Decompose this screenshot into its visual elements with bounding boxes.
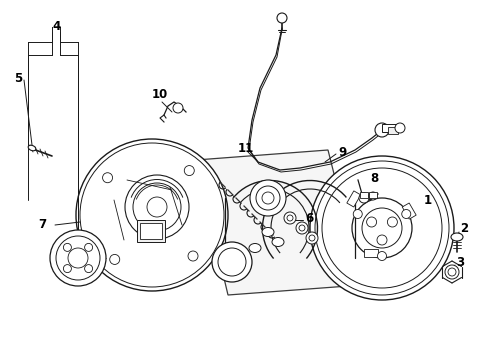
Circle shape [187,251,198,261]
Circle shape [56,236,100,280]
Polygon shape [196,150,361,295]
Circle shape [309,156,453,300]
Circle shape [212,242,251,282]
Circle shape [68,248,88,268]
Text: 5: 5 [14,72,22,85]
Circle shape [368,192,376,200]
Circle shape [305,232,317,244]
Circle shape [249,180,285,216]
Text: 4: 4 [52,21,60,33]
Circle shape [63,265,71,273]
Bar [359,192,367,198]
Circle shape [63,243,71,251]
Ellipse shape [271,238,284,247]
Text: 2: 2 [459,221,467,234]
Circle shape [50,230,106,286]
Text: 8: 8 [369,171,378,184]
Circle shape [351,198,411,258]
Circle shape [262,192,273,204]
Circle shape [308,235,314,241]
Circle shape [76,139,227,291]
Circle shape [133,183,181,231]
Bar [137,220,164,242]
Circle shape [377,252,386,261]
Ellipse shape [239,253,250,262]
Circle shape [321,168,441,288]
Bar [140,223,162,239]
Text: 9: 9 [337,145,346,158]
Text: 1: 1 [423,194,431,207]
Circle shape [401,210,410,219]
Bar [387,127,397,134]
Circle shape [84,265,92,273]
Circle shape [447,268,455,276]
Circle shape [286,215,292,221]
Bar [402,203,415,219]
Circle shape [109,255,120,265]
Circle shape [184,166,194,176]
Circle shape [298,225,305,231]
Text: 7: 7 [38,219,46,231]
Circle shape [218,248,245,276]
Circle shape [125,175,189,239]
Bar [363,249,377,257]
Circle shape [386,217,397,227]
Ellipse shape [28,145,36,151]
Circle shape [444,265,458,279]
Circle shape [84,243,92,251]
Circle shape [173,103,183,113]
Ellipse shape [248,243,261,252]
Circle shape [295,222,307,234]
Ellipse shape [262,228,273,237]
Circle shape [276,13,286,23]
Circle shape [314,161,448,295]
Circle shape [102,173,112,183]
Circle shape [376,235,386,245]
Circle shape [394,123,404,133]
Text: 11: 11 [238,141,254,154]
Circle shape [366,217,376,227]
Text: 3: 3 [455,256,463,269]
Circle shape [352,210,362,219]
Text: 6: 6 [305,211,313,225]
Circle shape [147,197,167,217]
Bar [368,192,376,198]
Text: 10: 10 [152,89,168,102]
Circle shape [358,193,368,203]
Circle shape [256,186,280,210]
Circle shape [361,208,401,248]
Ellipse shape [450,233,462,241]
Circle shape [374,123,388,137]
Bar [346,191,360,207]
Circle shape [80,143,224,287]
Circle shape [284,212,295,224]
Bar [381,124,397,132]
